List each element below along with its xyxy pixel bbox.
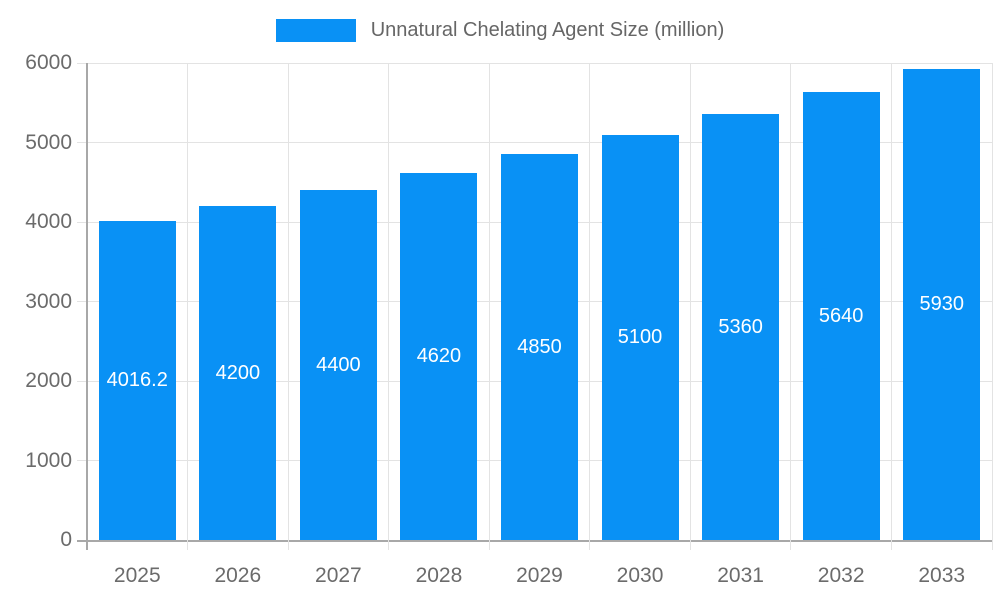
bar[interactable]: 5100 [601, 134, 679, 540]
bar[interactable]: 4850 [501, 154, 578, 540]
y-tick-label: 6000 [25, 51, 72, 74]
x-gridline [187, 63, 189, 550]
x-gridline [689, 63, 691, 550]
bar[interactable]: 4400 [299, 190, 377, 540]
bar-value-label: 5640 [818, 304, 864, 327]
bar[interactable]: 4016.2 [98, 220, 176, 540]
x-tick-label: 2031 [717, 564, 764, 587]
x-gridline [890, 63, 892, 550]
bar-value-label: 5930 [919, 293, 964, 316]
bar-value-label: 4620 [416, 345, 462, 368]
bar-value-label: 4200 [215, 362, 261, 385]
bar[interactable]: 4200 [199, 206, 277, 540]
x-gridline [589, 63, 591, 550]
y-tick-label: 5000 [25, 130, 72, 154]
x-gridline [388, 63, 390, 550]
bar-value-label: 4016.2 [106, 369, 168, 392]
x-tick-label: 2030 [616, 564, 664, 587]
y-axis-line [86, 63, 88, 550]
legend-swatch [275, 19, 356, 42]
bar-value-label: 4400 [316, 354, 361, 377]
x-tick-label: 2032 [817, 564, 865, 587]
y-tick-label: 0 [60, 528, 72, 551]
x-gridline [488, 63, 490, 550]
x-gridline [790, 63, 792, 550]
x-tick-label: 2026 [214, 564, 262, 587]
bar-value-label: 5100 [617, 326, 663, 349]
bar[interactable]: 5360 [702, 113, 780, 540]
bar-value-label: 5360 [718, 315, 763, 338]
x-gridline [86, 63, 88, 550]
x-tick-label: 2033 [918, 564, 966, 587]
legend-item[interactable]: Unnatural Chelating Agent Size (million) [0, 19, 1000, 42]
x-tick-label: 2025 [113, 564, 161, 587]
y-tick-label: 4000 [25, 210, 72, 233]
bar-value-label: 4850 [517, 336, 562, 359]
y-tick-label: 2000 [25, 369, 72, 392]
y-tick-label: 1000 [25, 448, 72, 472]
y-tick-label: 3000 [25, 289, 72, 313]
legend-label: Unnatural Chelating Agent Size (million) [370, 19, 725, 41]
bar[interactable]: 5930 [903, 68, 981, 540]
x-tick-label: 2028 [415, 564, 463, 587]
x-tick-label: 2029 [516, 564, 563, 587]
bar[interactable]: 4620 [400, 172, 478, 540]
y-gridline [77, 62, 992, 64]
x-tick-label: 2027 [315, 564, 362, 587]
x-gridline [287, 63, 289, 550]
bar[interactable]: 5640 [802, 91, 880, 540]
x-gridline [991, 63, 993, 550]
